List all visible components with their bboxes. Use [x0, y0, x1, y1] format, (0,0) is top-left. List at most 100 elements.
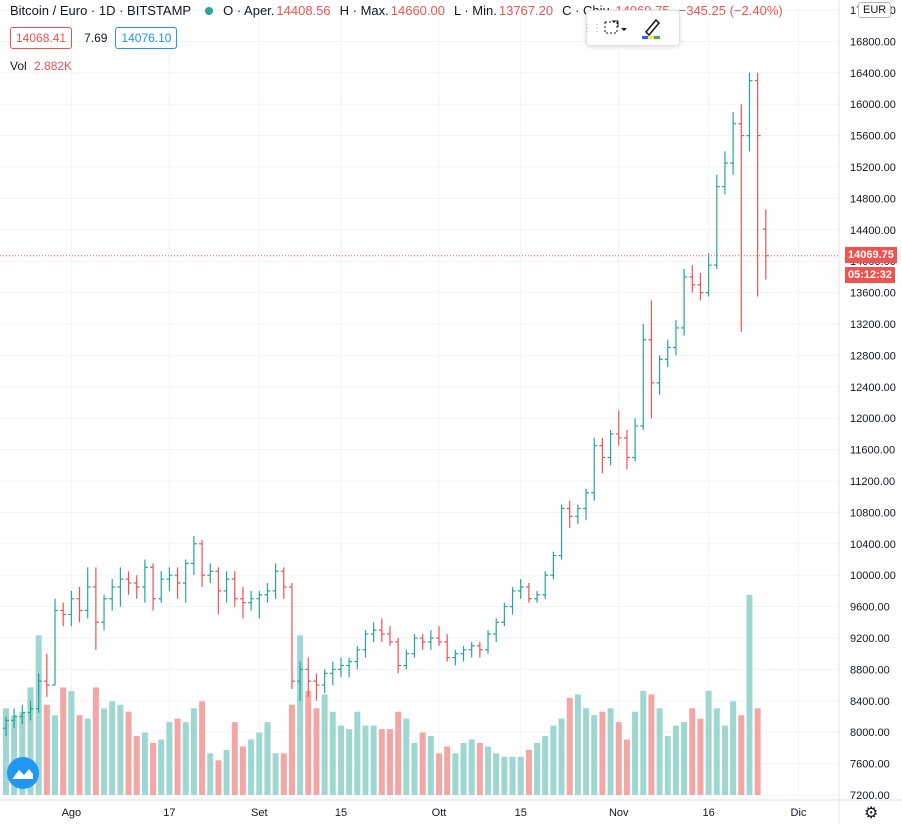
ohlc-bar	[288, 583, 295, 690]
volume-bar	[150, 742, 157, 795]
ohlc-bar	[436, 626, 443, 646]
ohlc-bar	[321, 669, 328, 693]
ohlc-bar	[558, 504, 565, 560]
volume-bar	[730, 701, 737, 795]
volume-bar	[713, 708, 720, 795]
volume-bar	[27, 687, 34, 795]
ohlc-bar	[713, 174, 720, 270]
ohlc-bar	[623, 429, 630, 470]
volume-bar	[419, 732, 426, 795]
price-tick-label: 16400.00	[850, 68, 896, 80]
symbol-legend: Bitcoin / Euro · 1D · BITSTAMP O · Aper.…	[10, 3, 792, 18]
volume-bar	[738, 715, 745, 795]
volume-bar	[133, 736, 140, 795]
volume-bar	[346, 729, 353, 795]
last-price-label: 14069.75	[845, 246, 897, 263]
ohlc-bar	[485, 630, 492, 654]
ohlc-bar	[705, 253, 712, 297]
time-axis[interactable]: Ago 17 Set 15 Ott 15 Nov 16 Dic	[62, 807, 807, 819]
selection-dropdown-icon[interactable]	[597, 13, 633, 43]
ohlc-bar	[681, 269, 688, 336]
price-tick-label: 10000.00	[850, 570, 896, 582]
volume-bar	[525, 749, 532, 795]
ohlc-bar	[534, 590, 541, 603]
volume-bar	[305, 690, 312, 795]
ohlc-bar	[362, 630, 369, 658]
volume-bar	[754, 708, 761, 795]
time-tick-label: 16	[702, 807, 714, 819]
ohlc-bar	[248, 590, 255, 611]
price-tick-label: 14800.00	[850, 193, 896, 205]
volume-bar	[288, 704, 295, 795]
time-tick-label: Ott	[432, 807, 447, 819]
volume-bar	[43, 704, 50, 795]
volume-bar	[485, 746, 492, 795]
tradingview-logo-icon[interactable]	[7, 757, 39, 789]
volume-bar	[656, 708, 663, 795]
ohlc-bar	[239, 586, 246, 619]
ohlc-high-label: H · Max.	[339, 3, 389, 18]
ohlc-bar	[419, 634, 426, 650]
time-tick-label: 15	[515, 807, 527, 819]
ohlc-change-value: −345.25 (−2.40%)	[678, 3, 783, 18]
volume-bar	[337, 725, 344, 795]
volume-bar	[607, 708, 614, 795]
volume-bar	[239, 746, 246, 795]
volume-bar	[721, 725, 728, 795]
ohlc-bar	[574, 504, 581, 525]
price-tick-label: 10800.00	[850, 507, 896, 519]
volume-bar	[566, 697, 573, 795]
price-tick-label: 15600.00	[850, 131, 896, 143]
ohlc-bar	[52, 598, 59, 686]
ohlc-bar	[223, 571, 230, 603]
ohlc-bar	[386, 626, 393, 646]
ohlc-bar	[460, 645, 467, 662]
volume-bar	[313, 708, 320, 795]
ohlc-bar	[11, 708, 18, 729]
ohlc-bar	[591, 437, 598, 501]
volume-bar	[468, 739, 475, 795]
volume-bar	[395, 711, 402, 795]
volume-bar	[11, 715, 18, 795]
volume-bar	[378, 729, 385, 795]
volume-bar	[746, 595, 753, 795]
volume-bar	[248, 739, 255, 795]
volume-bar	[664, 736, 671, 795]
ohlc-bar	[672, 320, 679, 356]
volume-bar	[689, 708, 696, 795]
volume-bar	[68, 690, 75, 795]
ohlc-bar	[542, 571, 549, 599]
ohlc-bar	[517, 579, 524, 599]
drag-handle-icon[interactable]: ⋮⋮	[582, 22, 602, 34]
time-tick-label: Set	[251, 807, 268, 819]
ohlc-bar	[35, 673, 42, 713]
ohlc-bar	[427, 630, 434, 650]
price-tick-label: 8000.00	[850, 727, 890, 739]
ohlc-bar	[231, 571, 238, 607]
ohlc-bar	[738, 104, 745, 332]
currency-label[interactable]: EUR	[858, 2, 892, 18]
ask-price[interactable]: 14076.10	[115, 27, 178, 49]
volume-bar	[501, 756, 508, 795]
ohlc-bar	[272, 563, 279, 599]
price-tick-label: 16000.00	[850, 99, 896, 111]
volume-bar	[640, 690, 647, 795]
quote-boxes: 14068.41 7.69 14076.10	[10, 27, 178, 49]
ohlc-bar	[721, 151, 728, 195]
volume-bar	[199, 701, 206, 795]
volume-bar	[444, 746, 451, 795]
volume-bar	[60, 687, 67, 795]
pencil-color-icon[interactable]	[633, 13, 669, 43]
ohlc-bar	[329, 661, 336, 686]
ohlc-bar	[256, 590, 263, 619]
symbol-title[interactable]: Bitcoin / Euro · 1D · BITSTAMP	[10, 3, 192, 18]
volume-bar	[632, 711, 639, 795]
volume-bar	[329, 711, 336, 795]
price-tick-label: 12800.00	[850, 350, 896, 362]
volume-bar	[321, 694, 328, 795]
bid-price[interactable]: 14068.41	[10, 27, 73, 49]
ohlc-low-value: 13767.20	[498, 3, 554, 18]
ohlc-bar	[754, 72, 761, 297]
gear-icon[interactable]: ⚙	[864, 805, 879, 822]
